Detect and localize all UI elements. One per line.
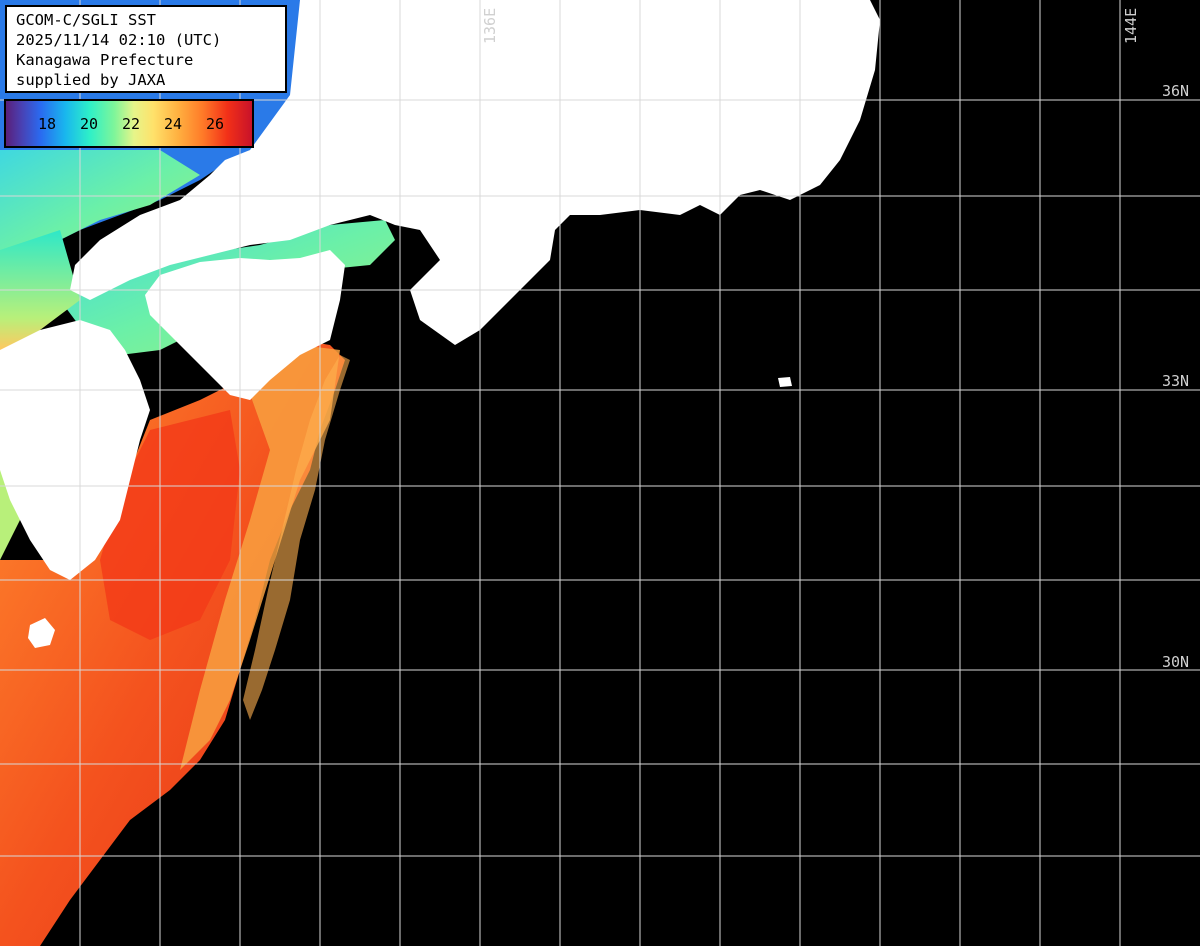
legend-label-20: 20 (80, 115, 99, 133)
honshu-land (70, 0, 880, 345)
kyushu-land (0, 320, 150, 580)
legend-label-18: 18 (38, 115, 57, 133)
product-title: GCOM-C/SGLI SST (16, 11, 156, 29)
kuroshio-edge-sst (180, 345, 340, 770)
coastal-warm-filament (243, 355, 350, 720)
izu-islet-land (778, 377, 792, 387)
lon-label-144e: 144E (1122, 8, 1140, 44)
legend-label-22: 22 (122, 115, 141, 133)
lat-label-30n: 30N (1162, 653, 1189, 671)
info-box: GCOM-C/SGLI SST 2025/11/14 02:10 (UTC) K… (5, 5, 287, 93)
shikoku-land (145, 250, 345, 400)
lon-label-136e: 136E (481, 8, 499, 44)
lat-label-33n: 33N (1162, 372, 1189, 390)
credit-text: supplied by JAXA (16, 71, 166, 89)
lat-label-36n: 36N (1162, 82, 1189, 100)
kuroshio-inner-sst (100, 410, 240, 640)
sst-color-legend: 18 20 22 24 26 (4, 99, 254, 148)
observation-time: 2025/11/14 02:10 (UTC) (16, 31, 222, 49)
osumi-island-land (28, 618, 55, 648)
legend-label-24: 24 (164, 115, 183, 133)
legend-label-26: 26 (206, 115, 225, 133)
region-name: Kanagawa Prefecture (16, 51, 194, 69)
